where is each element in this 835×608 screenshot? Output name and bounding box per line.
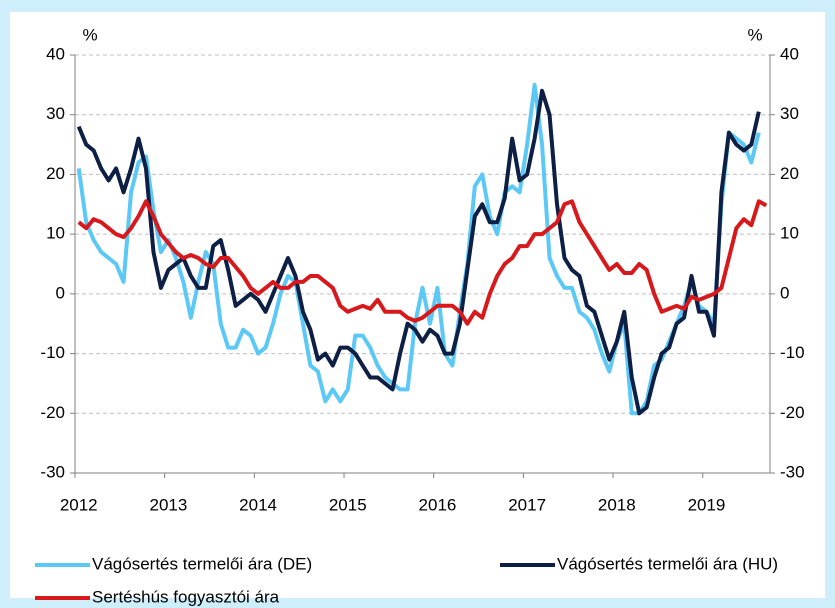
y2-axis-unit: % <box>747 25 762 44</box>
x-tick-label: 2019 <box>688 495 726 514</box>
y-tick-label: 40 <box>46 44 65 63</box>
legend-label: Vágósertés termelői ára (HU) <box>557 554 778 573</box>
y2-tick-label: 0 <box>780 283 789 302</box>
y2-tick-label: -30 <box>780 462 805 481</box>
y-tick-label: -30 <box>40 462 65 481</box>
legend-label: Vágósertés termelői ára (DE) <box>92 554 312 573</box>
series-line <box>77 199 768 326</box>
y2-tick-label: 10 <box>780 224 799 243</box>
y2-tick-label: 20 <box>780 164 799 183</box>
y-tick-label: 0 <box>56 283 65 302</box>
legend-label: Sertéshús fogyasztói ára <box>92 587 280 606</box>
y2-tick-label: -10 <box>780 343 805 362</box>
y-tick-label: 10 <box>46 224 65 243</box>
y-tick-label: -10 <box>40 343 65 362</box>
y2-tick-label: -20 <box>780 403 805 422</box>
y2-tick-label: 40 <box>780 44 799 63</box>
x-tick-label: 2014 <box>239 495 277 514</box>
y-tick-label: 20 <box>46 164 65 183</box>
y-tick-label: -20 <box>40 403 65 422</box>
series-line <box>76 88 761 416</box>
x-tick-label: 2012 <box>60 495 98 514</box>
x-tick-label: 2018 <box>598 495 636 514</box>
y2-tick-label: 30 <box>780 104 799 123</box>
x-tick-label: 2016 <box>419 495 457 514</box>
x-tick-label: 2015 <box>329 495 367 514</box>
series-line <box>76 82 761 416</box>
x-tick-label: 2013 <box>149 495 187 514</box>
y-tick-label: 30 <box>46 104 65 123</box>
x-tick-label: 2017 <box>508 495 546 514</box>
y-axis-unit: % <box>82 25 97 44</box>
